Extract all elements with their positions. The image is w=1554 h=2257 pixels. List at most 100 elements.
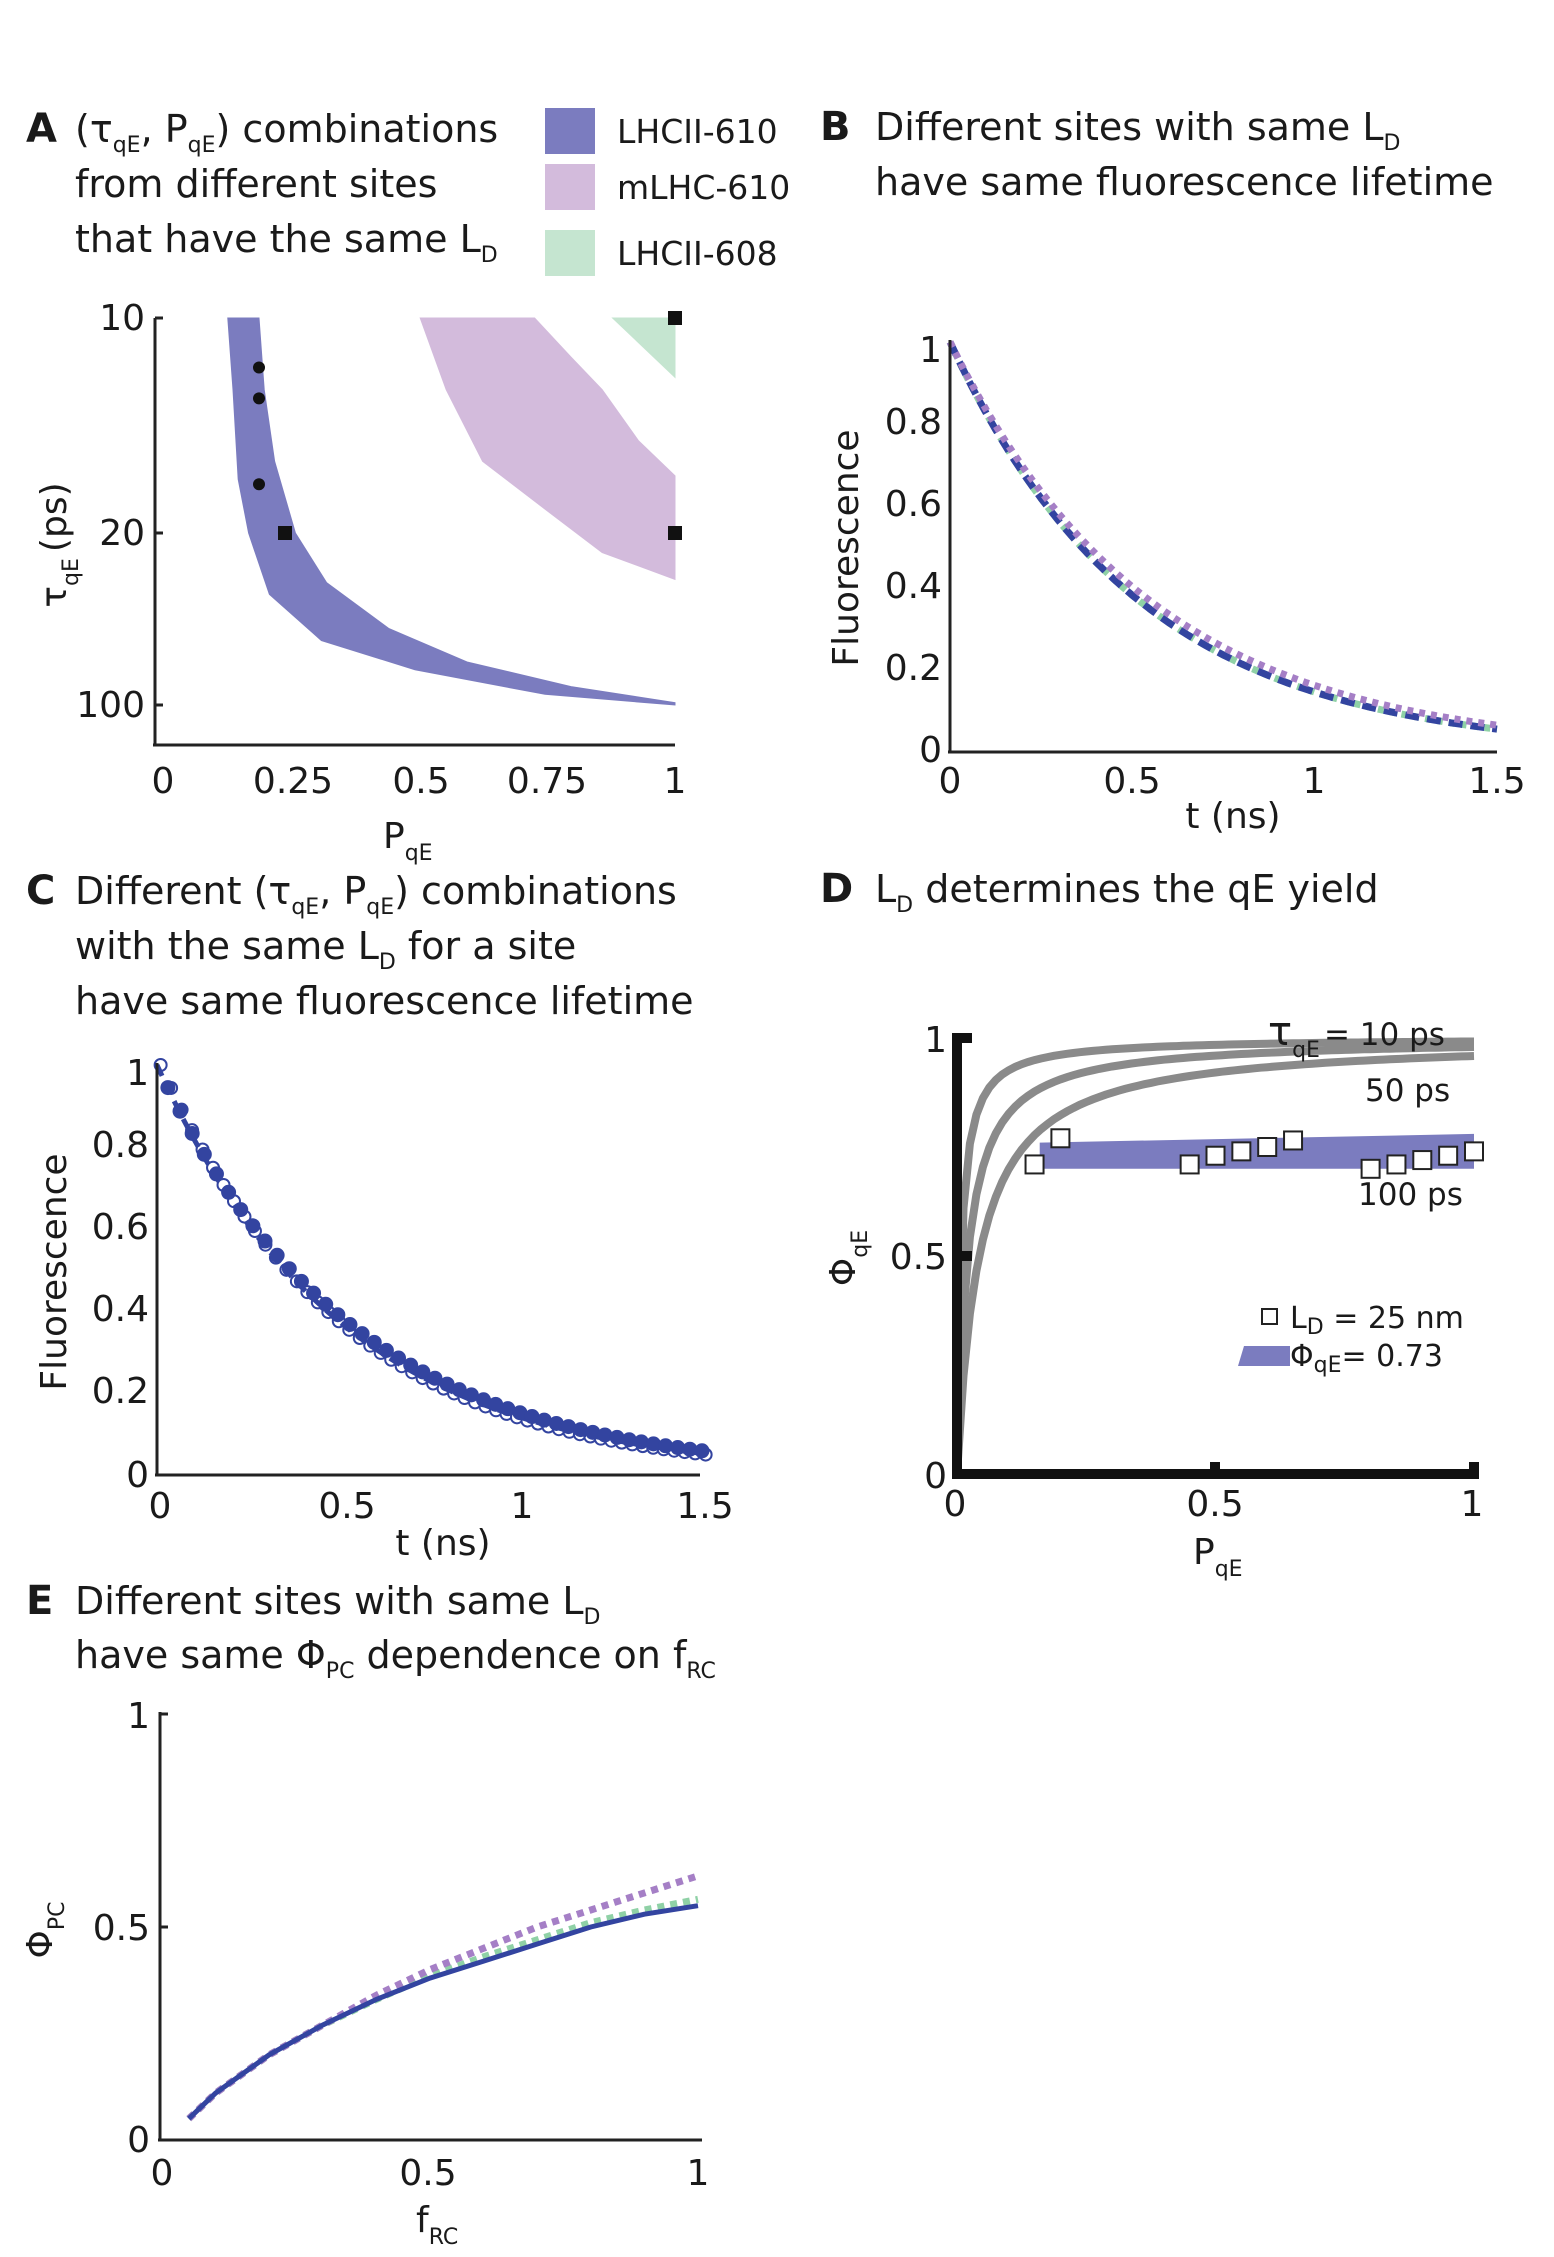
marker-filled-2 — [184, 1125, 200, 1141]
panel-c-title-line3: have same fluorescence lifetime — [75, 979, 694, 1023]
panel-d-curves — [953, 1037, 1475, 1475]
panel-b-xlabel: t (ns) — [1185, 796, 1280, 837]
legend-ld: LD = 25 nm — [1290, 1301, 1464, 1340]
panel-a-title-line2: from different sites — [75, 162, 437, 206]
panel-d-ytick-1: 1 — [924, 1020, 947, 1061]
panel-b-ytick-06: 0.6 — [885, 484, 942, 525]
panel-a-ytick-100: 100 — [76, 685, 145, 726]
ld-square-11 — [1464, 1141, 1484, 1162]
ld-square-7 — [1360, 1158, 1381, 1179]
marker-filled-5 — [221, 1184, 237, 1200]
panel-a-areas — [227, 317, 676, 706]
panel-c: C Different (τqE, PqE) combinations with… — [26, 868, 734, 1564]
marker-filled-26 — [476, 1392, 492, 1408]
panel-e-title-line1: Different sites with same LD — [75, 1579, 601, 1630]
panel-e-ylabel: ΦPC — [20, 1902, 70, 1959]
area-lhcii-610 — [227, 317, 676, 706]
marker-filled-15 — [342, 1316, 358, 1332]
panel-e-xtick-0: 0 — [151, 2153, 174, 2194]
panel-b-ytick-0: 0 — [919, 730, 942, 771]
marker-filled-17 — [366, 1334, 382, 1350]
panel-c-xtick-15: 1.5 — [676, 1486, 733, 1527]
line-lhcii-608 — [946, 340, 1498, 733]
area-mlhc-610 — [419, 317, 676, 581]
legend-square-icon — [1261, 1308, 1278, 1325]
curve-label-10ps: τqE = 10 ps — [1268, 1009, 1445, 1063]
panel-e-xtick-1: 1 — [687, 2153, 710, 2194]
curve-10-ps — [953, 1037, 1474, 1475]
panel-b: B Different sites with same LD have same… — [820, 104, 1526, 837]
panel-a-legend: LHCII-610 mLHC-610 LHCII-608 — [545, 108, 790, 276]
panel-b-ytick-02: 0.2 — [885, 648, 942, 689]
marker-filled-14 — [330, 1307, 346, 1323]
ld-square-5 — [1257, 1137, 1278, 1157]
curve-50-ps — [953, 1043, 1475, 1475]
panel-d-letter: D — [820, 866, 853, 912]
panel-e-letter: E — [26, 1578, 53, 1624]
panel-b-ylabel: Fluorescence — [826, 429, 867, 666]
marker-filled-3 — [196, 1146, 212, 1162]
panel-b-series — [946, 340, 1498, 733]
ld-square-2 — [1179, 1154, 1200, 1175]
marker-filled-7 — [245, 1218, 261, 1234]
marker-filled-38 — [621, 1432, 637, 1448]
panel-a-ytick-20: 20 — [99, 513, 145, 554]
marker-filled-6 — [233, 1202, 249, 1218]
marker-filled-31 — [536, 1412, 552, 1428]
panel-e-ytick-1: 1 — [127, 1696, 150, 1737]
panel-c-series — [153, 1058, 713, 1462]
ld-square-3 — [1205, 1145, 1226, 1166]
panel-b-title-line2: have same fluorescence lifetime — [875, 160, 1494, 204]
panel-d-ylabel: ΦqE — [823, 1230, 873, 1286]
panel-c-ytick-08: 0.8 — [92, 1125, 149, 1166]
marker-filled-25 — [463, 1387, 479, 1403]
legend-swatch-lhcii-610 — [545, 108, 595, 154]
marker-filled-4 — [208, 1166, 224, 1182]
marker-filled-30 — [524, 1409, 540, 1425]
line-dashed-fit — [154, 1063, 703, 1456]
panel-d-title: LD determines the qE yield — [875, 867, 1379, 918]
panel-a-title-line3: that have the same LD — [75, 217, 498, 268]
marker-filled-13 — [318, 1296, 334, 1312]
marker-filled-24 — [451, 1382, 467, 1398]
panel-e-ytick-05: 0.5 — [93, 1908, 150, 1949]
point-square-0 — [278, 526, 292, 540]
panel-b-title-line1: Different sites with same LD — [875, 105, 1401, 156]
panel-a-xtick-0: 0 — [152, 761, 175, 802]
ld-square-6 — [1283, 1130, 1304, 1151]
panel-d-ytick-05: 0.5 — [890, 1237, 947, 1278]
panel-b-ytick-04: 0.4 — [885, 566, 942, 607]
panel-c-title-line1: Different (τqE, PqE) combinations — [75, 869, 677, 920]
curve-100-ps — [953, 1052, 1475, 1475]
panel-c-ytick-1: 1 — [126, 1053, 149, 1094]
marker-filled-40 — [645, 1436, 661, 1452]
panel-d-squares — [1024, 1128, 1484, 1179]
curve-label-100ps: 100 ps — [1358, 1177, 1463, 1213]
panel-d: D LD determines the qE yield 1 0.5 0 0 0… — [820, 866, 1484, 1582]
panel-c-ytick-02: 0.2 — [92, 1371, 149, 1412]
panel-d-xlabel: PqE — [1193, 1532, 1243, 1582]
marker-filled-9 — [269, 1247, 285, 1263]
line-lhcii-608 — [186, 1895, 699, 2122]
panel-c-ytick-0: 0 — [126, 1455, 149, 1496]
panel-a-xlabel: PqE — [383, 816, 433, 866]
panel-d-xtick-05: 0.5 — [1186, 1484, 1243, 1525]
legend-swatch-lhcii-608 — [545, 230, 595, 276]
ld-square-1 — [1050, 1128, 1071, 1149]
marker-filled-18 — [378, 1342, 394, 1358]
panel-c-ytick-04: 0.4 — [92, 1289, 149, 1330]
marker-filled-42 — [670, 1440, 686, 1456]
marker-filled-37 — [609, 1429, 625, 1445]
panel-c-ylabel: Fluorescence — [34, 1153, 75, 1390]
marker-filled-39 — [633, 1434, 649, 1450]
marker-filled-33 — [560, 1419, 576, 1435]
ld-square-0 — [1024, 1154, 1045, 1175]
point-square-2 — [668, 526, 682, 540]
panel-b-xtick-0: 0 — [939, 761, 962, 802]
marker-filled-41 — [658, 1438, 674, 1454]
legend-phi: ΦqE= 0.73 — [1290, 1339, 1443, 1378]
marker-filled-16 — [354, 1326, 370, 1342]
marker-filled-34 — [573, 1422, 589, 1438]
panel-a-points — [253, 311, 682, 540]
panel-b-xtick-05: 0.5 — [1103, 761, 1160, 802]
